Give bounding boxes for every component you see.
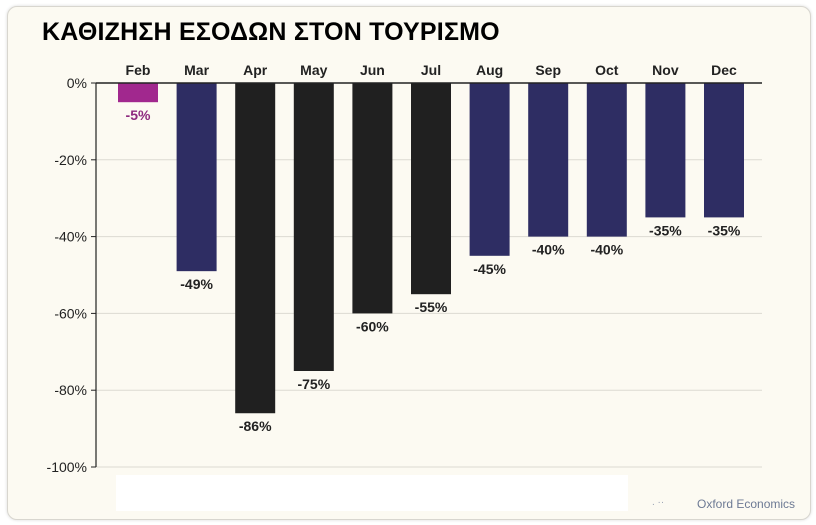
y-tick-label: -100% <box>47 459 87 475</box>
bar-sep <box>528 83 569 237</box>
category-label: Dec <box>711 62 737 78</box>
bar-apr <box>235 83 276 414</box>
category-label: May <box>300 62 327 78</box>
category-label: Mar <box>184 62 209 78</box>
bar-dec <box>704 83 744 218</box>
data-label: -86% <box>239 418 272 434</box>
footer-dots: . ·· <box>652 497 665 508</box>
bar-may <box>293 83 334 371</box>
data-label: -40% <box>590 242 623 258</box>
category-label: Jun <box>360 62 385 78</box>
category-label: Aug <box>476 62 503 78</box>
data-label: -49% <box>180 276 213 292</box>
y-tick-label: -60% <box>54 305 87 321</box>
y-tick-label: -80% <box>54 382 87 398</box>
blank-panel <box>116 475 628 511</box>
source-credit: Oxford Economics <box>697 497 796 511</box>
category-label: Sep <box>535 62 561 78</box>
data-label: -5% <box>126 107 151 123</box>
bar-nov <box>645 83 686 218</box>
y-tick-label: -40% <box>54 229 87 245</box>
bar-mar <box>176 83 217 272</box>
category-label: Apr <box>243 62 268 78</box>
y-tick-label: -20% <box>54 152 87 168</box>
bar-aug <box>469 83 510 256</box>
bar-jul <box>411 83 451 295</box>
data-label: -35% <box>649 222 682 238</box>
data-label: -55% <box>415 299 448 315</box>
category-label: Nov <box>652 62 679 78</box>
category-label: Feb <box>126 62 151 78</box>
bar-jun <box>352 83 393 314</box>
y-tick-label: 0% <box>67 75 87 91</box>
data-label: -75% <box>297 376 330 392</box>
category-label: Oct <box>595 62 619 78</box>
data-label: -45% <box>473 261 506 277</box>
category-label: Jul <box>421 62 441 78</box>
chart-title: ΚΑΘΙΖΗΣΗ ΕΣΟΔΩΝ ΣΤΟΝ ΤΟΥΡΙΣΜΟ <box>42 18 500 46</box>
bar-oct <box>586 83 627 237</box>
bar-feb <box>118 83 158 103</box>
data-label: -35% <box>708 222 741 238</box>
data-label: -40% <box>532 242 565 258</box>
data-label: -60% <box>356 318 389 334</box>
